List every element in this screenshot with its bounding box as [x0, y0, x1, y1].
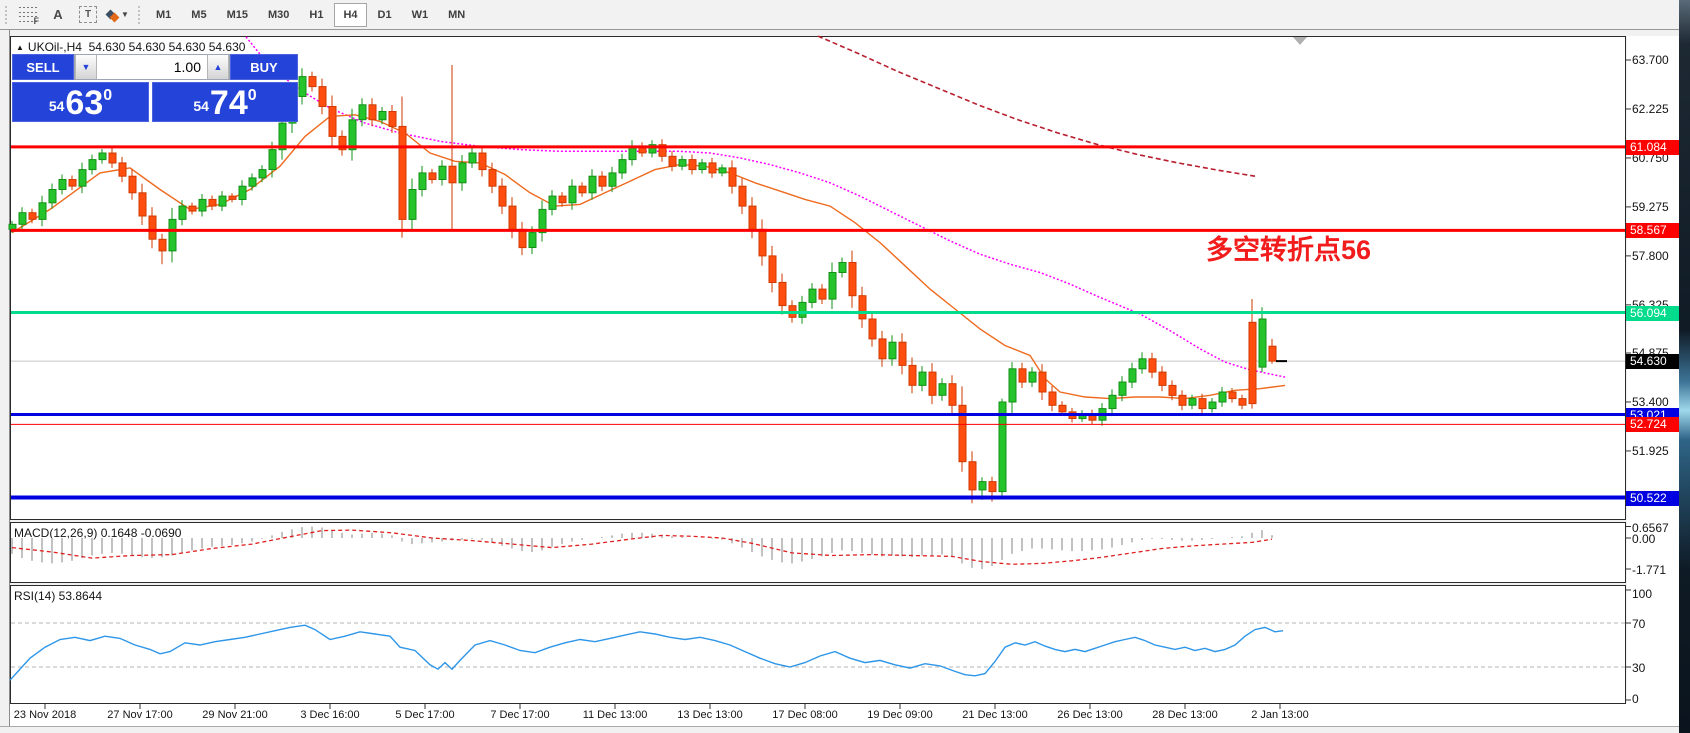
timeframes-toolbar: M1 M5 M15 M30 H1 H4 D1 W1 MN [146, 2, 475, 27]
window-left-edge [0, 30, 10, 733]
chart-header: ▲ UKOil-,H4 54.630 54.630 54.630 54.630 [16, 40, 245, 54]
time-axis-label: 13 Dec 13:00 [677, 709, 743, 721]
sell-price-sup: 0 [103, 87, 113, 104]
volume-increase-button[interactable]: ▲ [207, 55, 229, 79]
timeframe-button-M30[interactable]: M30 [267, 8, 290, 21]
timeframe-button-D1[interactable]: D1 [377, 8, 392, 21]
time-axis[interactable] [10, 704, 1679, 726]
level-price-flag: 56.094 [1626, 305, 1679, 321]
chart-title: UKOil-,H4 [27, 40, 82, 54]
timeframe-button-M5[interactable]: M5 [191, 8, 207, 21]
level-price-flag: 52.724 [1626, 417, 1679, 433]
fibonacci-tool-icon[interactable]: F [15, 3, 41, 27]
one-click-trading-panel: SELL ▼ ▲ BUY 54 63 0 54 74 0 [12, 54, 298, 122]
level-price-flag: 50.522 [1626, 490, 1679, 506]
time-axis-label: 28 Dec 13:00 [1152, 709, 1218, 721]
chart-ohlc: 54.630 54.630 54.630 54.630 [88, 40, 246, 54]
symbol-marker-icon: ▲ [16, 43, 24, 52]
time-axis-label: 7 Dec 17:00 [490, 709, 550, 721]
rsi-scale-label: 0 [1632, 692, 1639, 706]
time-axis-label: 23 Nov 2018 [13, 709, 77, 721]
time-axis-label: 29 Nov 21:00 [202, 709, 268, 721]
buy-price-sup: 0 [247, 87, 257, 104]
time-axis-label: 21 Dec 13:00 [962, 709, 1028, 721]
time-axis-label: 17 Dec 08:00 [772, 709, 838, 721]
macd-indicator-label: MACD(12,26,9) 0.1648 -0.0690 [14, 526, 182, 540]
timeframe-button-H4[interactable]: H4 [334, 2, 367, 27]
sell-price-big: 63 [65, 84, 104, 122]
line-studies-toolbar: F A T ▼ [13, 3, 133, 27]
price-tick-label: 63.700 [1632, 53, 1669, 67]
price-tick-label: 53.400 [1632, 394, 1669, 409]
time-axis-label: 3 Dec 16:00 [300, 709, 360, 721]
sell-quote[interactable]: 54 63 0 [12, 82, 149, 122]
window-right-edge [1679, 0, 1690, 733]
price-tick-label: 59.275 [1632, 199, 1669, 214]
time-axis-label: 5 Dec 17:00 [395, 709, 455, 721]
timeframe-button-M15[interactable]: M15 [226, 8, 248, 21]
buy-price-big: 74 [209, 84, 248, 122]
time-axis-label: 11 Dec 13:00 [582, 709, 648, 721]
chart-text-annotation[interactable]: 多空转折点56 [1206, 235, 1372, 265]
current-price-flag: 54.630 [1626, 354, 1679, 370]
macd-scale-label: 0.00 [1632, 532, 1656, 546]
timeframe-button-M1[interactable]: M1 [156, 8, 172, 21]
macd-scale-label: -1.771 [1632, 562, 1667, 577]
macd-pane[interactable] [10, 522, 1626, 583]
rsi-scale-label: 30 [1632, 661, 1646, 675]
sell-price-small: 54 [48, 98, 65, 114]
window-bottom-edge [0, 726, 1690, 733]
text-tool-icon[interactable]: A [53, 7, 63, 22]
time-axis-label: 19 Dec 09:00 [867, 709, 933, 721]
volume-input[interactable] [97, 55, 207, 79]
price-axis[interactable] [1627, 36, 1679, 704]
price-tick-label: 51.925 [1632, 443, 1669, 458]
price-tick-label: 62.225 [1632, 101, 1669, 116]
rsi-scale-label: 100 [1632, 587, 1653, 601]
macd-scale-label: 0.6567 [1632, 521, 1669, 535]
time-axis-label: 27 Nov 17:00 [107, 709, 173, 721]
timeframe-button-MN[interactable]: MN [448, 8, 466, 21]
chart-shift-marker-icon[interactable] [1293, 37, 1307, 45]
timeframe-button-H1[interactable]: H1 [309, 8, 324, 21]
rsi-pane[interactable] [10, 585, 1626, 704]
buy-quote[interactable]: 54 74 0 [152, 82, 298, 122]
rsi-scale-label: 70 [1632, 617, 1646, 631]
time-axis-label: 2 Jan 13:00 [1251, 709, 1309, 721]
toolbar-grip[interactable] [4, 4, 9, 25]
volume-decrease-button[interactable]: ▼ [75, 55, 97, 79]
toolbar: F A T ▼ M1 M5 M15 M30 H1 H4 D1 W1 MN [0, 0, 1690, 30]
sell-button[interactable]: SELL [12, 54, 74, 80]
timeframe-button-W1[interactable]: W1 [411, 8, 429, 21]
buy-price-small: 54 [193, 98, 209, 114]
volume-stepper: ▼ ▲ [74, 54, 230, 80]
rsi-indicator-label: RSI(14) 53.8644 [14, 589, 103, 603]
arrows-tool-icon[interactable]: ▼ [105, 3, 131, 27]
toolbar-grip[interactable] [137, 4, 142, 25]
price-tick-label: 57.800 [1632, 248, 1669, 263]
level-price-flag: 61.084 [1626, 139, 1679, 155]
level-price-flag: 58.567 [1626, 223, 1679, 239]
text-label-tool-icon[interactable]: T [75, 3, 101, 27]
time-axis-label: 26 Dec 13:00 [1057, 709, 1123, 721]
buy-button[interactable]: BUY [230, 54, 298, 80]
